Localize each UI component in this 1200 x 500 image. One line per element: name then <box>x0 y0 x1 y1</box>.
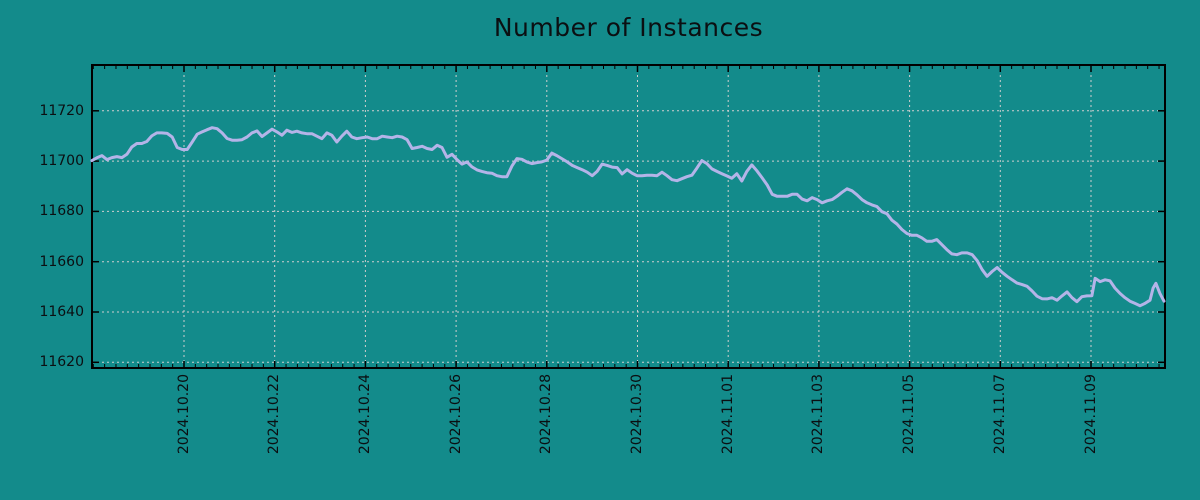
x-tick-label: 2024.11.05 <box>901 374 918 455</box>
y-tick-label: 11700 <box>39 153 84 170</box>
x-tick-label: 2024.11.01 <box>719 374 736 455</box>
x-tick-label: 2024.11.03 <box>810 374 827 455</box>
x-tick-label: 2024.10.20 <box>175 374 192 455</box>
x-tick-label: 2024.10.22 <box>266 374 283 455</box>
x-tick-label: 2024.11.09 <box>1082 374 1099 455</box>
series-line <box>90 126 1166 308</box>
y-tick-label: 11660 <box>39 253 84 270</box>
plot-border <box>91 64 1166 369</box>
chart-title: Number of Instances <box>493 13 764 42</box>
x-tick-label: 2024.10.26 <box>447 374 464 455</box>
x-tick-label: 2024.10.28 <box>538 374 555 455</box>
x-tick-label: 2024.10.30 <box>629 374 645 455</box>
y-tick-label: 11680 <box>39 203 84 220</box>
x-tick-label: 2024.11.07 <box>991 374 1008 455</box>
y-tick-label: 11720 <box>39 102 84 119</box>
y-tick-label: 11640 <box>39 304 84 320</box>
x-tick-label: 2024.10.24 <box>356 374 373 455</box>
y-tick-label: 11620 <box>39 354 84 371</box>
